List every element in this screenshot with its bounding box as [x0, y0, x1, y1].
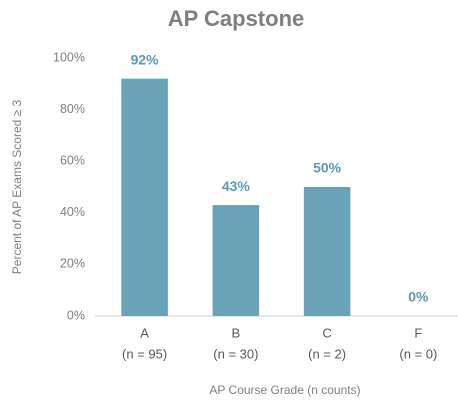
value-label: 43% — [222, 178, 251, 194]
x-axis-label: AP Course Grade (n counts) — [209, 383, 360, 397]
x-tick-count: (n = 0) — [399, 346, 437, 361]
x-tick-count: (n = 95) — [122, 346, 167, 361]
y-axis-label: Percent of AP Exams Scored ≥ 3 — [10, 99, 24, 274]
value-label: 50% — [313, 160, 342, 176]
value-label: 0% — [408, 289, 429, 305]
x-tick-label: C — [322, 325, 331, 340]
y-tick-label: 20% — [60, 257, 85, 271]
y-tick-label: 40% — [60, 205, 85, 219]
x-tick-label: F — [414, 325, 422, 340]
bar — [303, 187, 351, 316]
x-tick-count: (n = 2) — [308, 346, 346, 361]
value-label: 92% — [131, 51, 160, 67]
bar — [121, 78, 168, 316]
y-tick-label: 0% — [67, 308, 85, 322]
x-tick-label: B — [232, 325, 241, 340]
y-tick-label: 80% — [60, 102, 85, 116]
y-tick-label: 100% — [53, 50, 85, 64]
x-tick-label: A — [140, 325, 149, 340]
y-tick-label: 60% — [60, 153, 85, 167]
chart-title: AP Capstone — [168, 6, 305, 31]
bar — [212, 205, 260, 316]
x-tick-count: (n = 30) — [213, 346, 258, 361]
